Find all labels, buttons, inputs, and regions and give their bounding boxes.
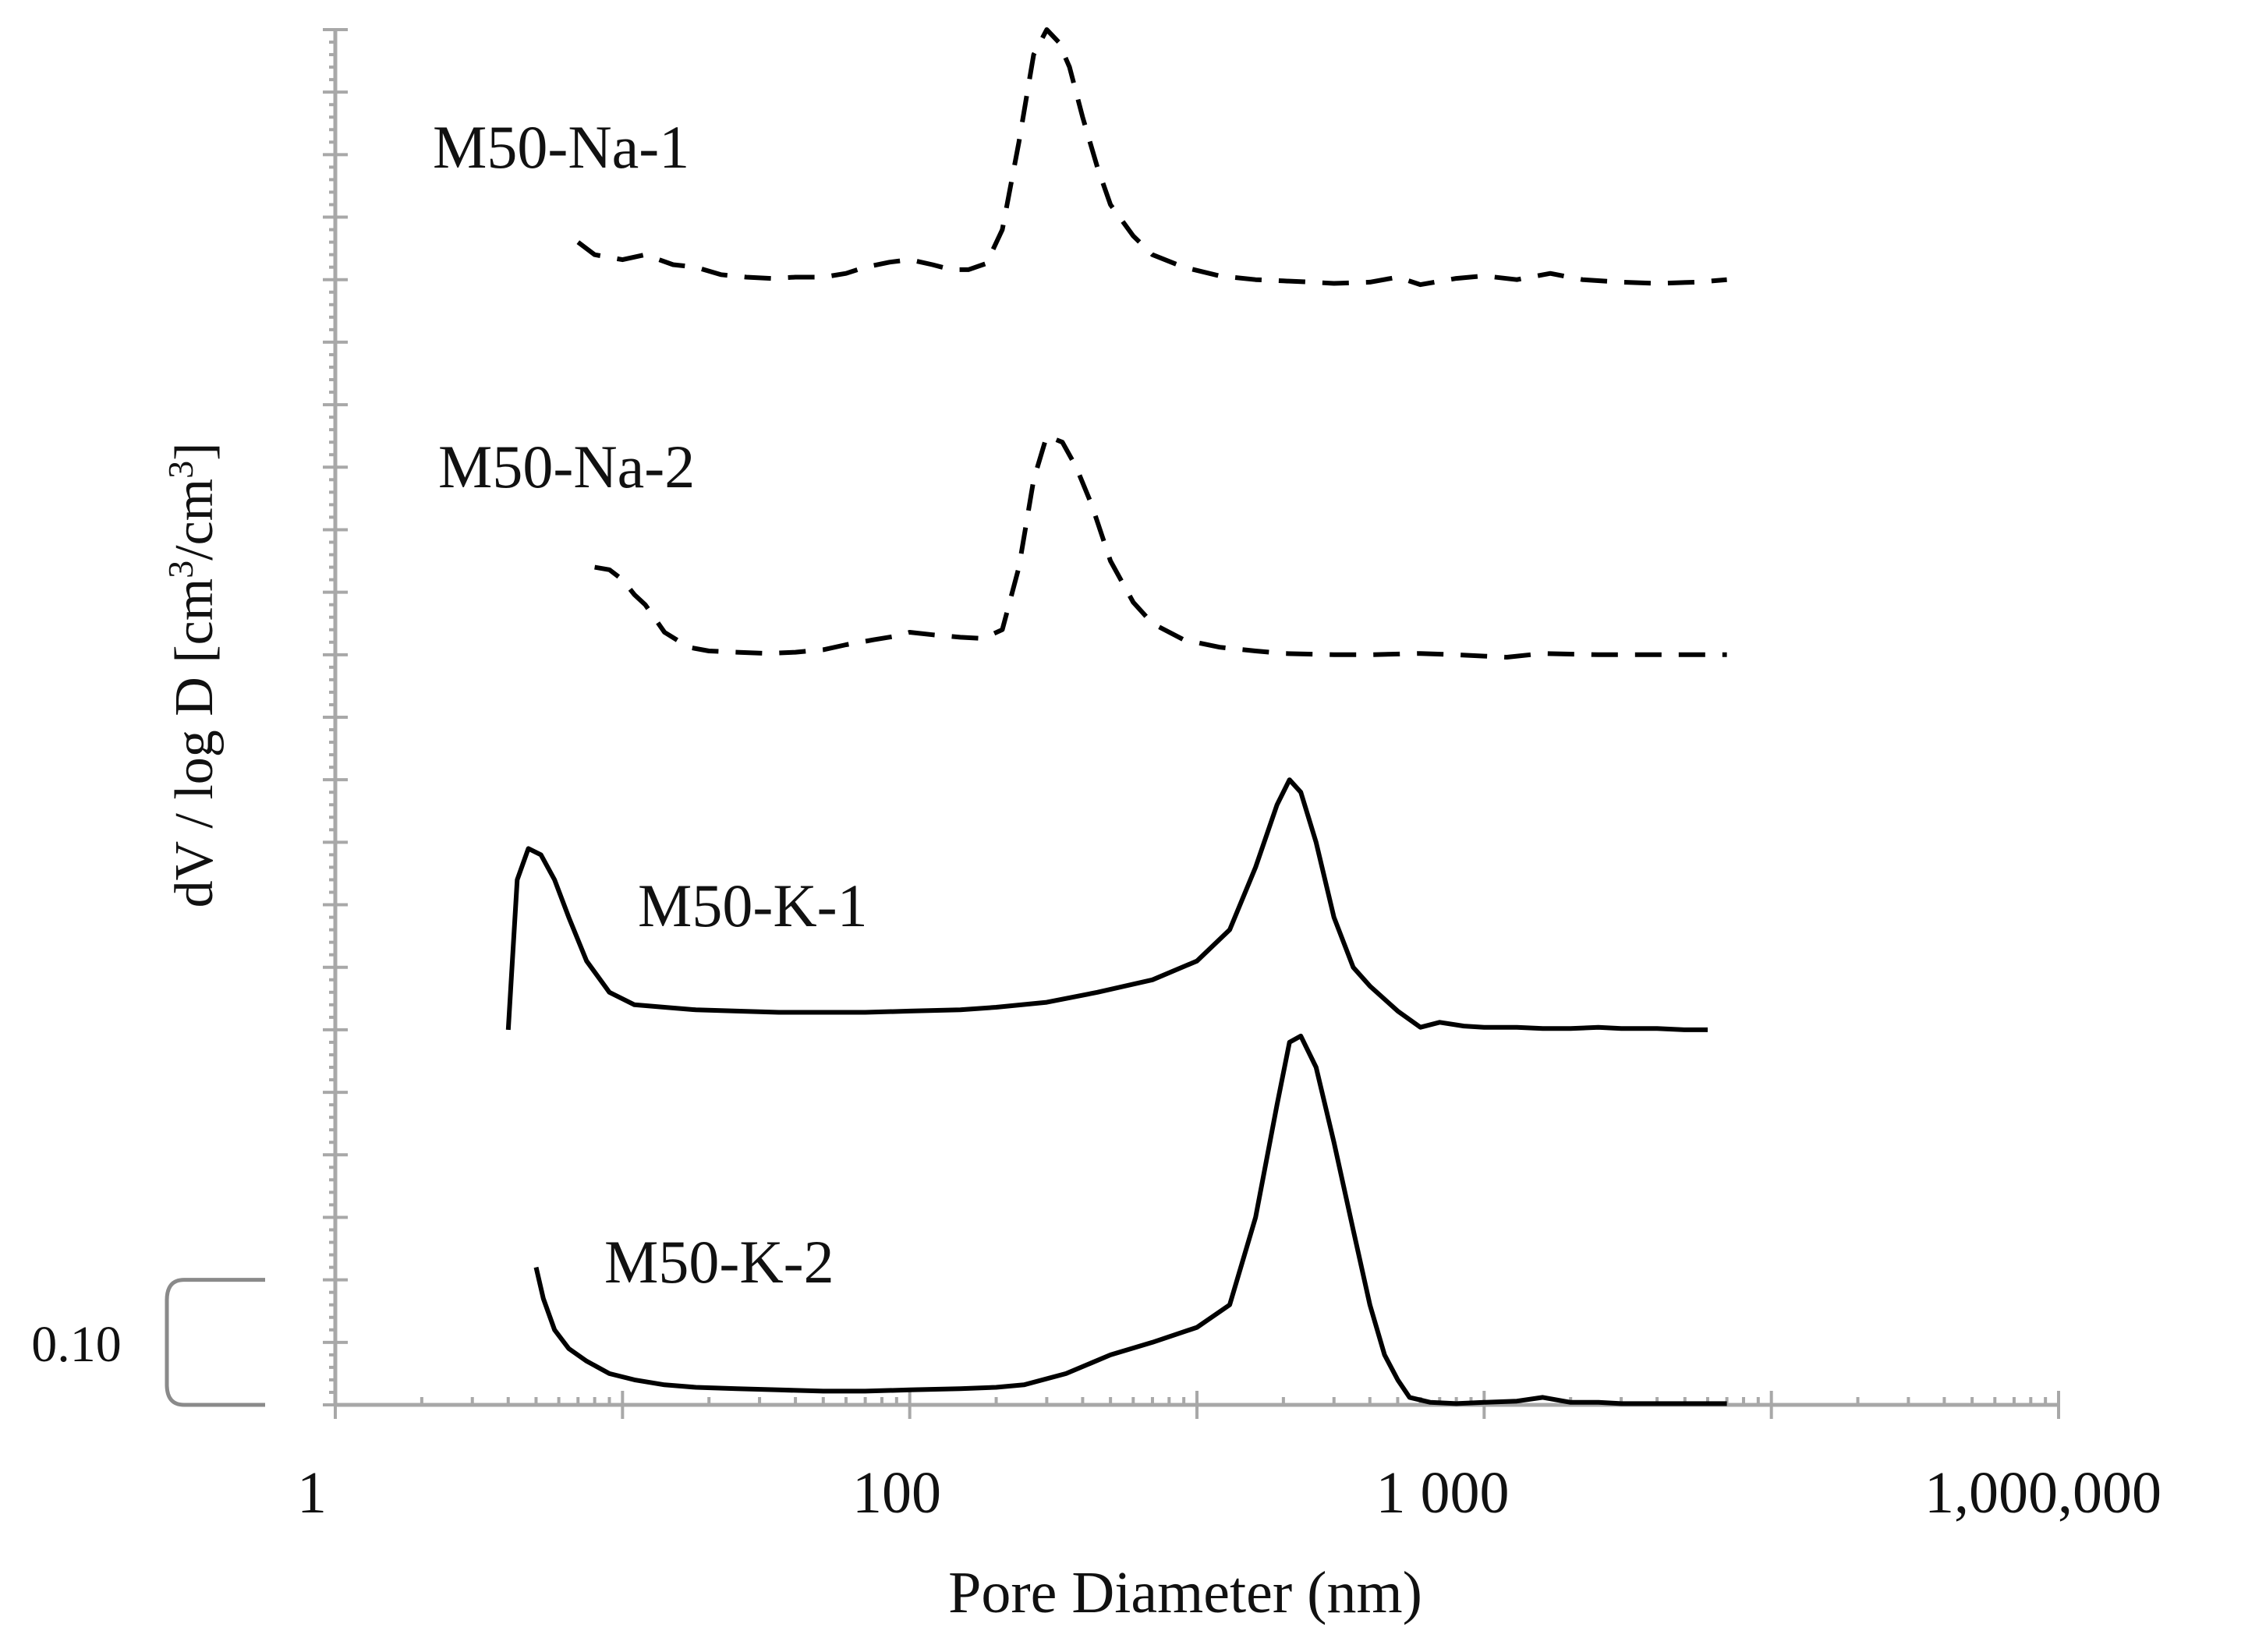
y-axis-ticks	[323, 28, 348, 1406]
y-axis-title-superscript-1: 3	[161, 561, 200, 578]
y-axis-title-part-1: dV / log D [cm	[165, 578, 225, 908]
x-tick-label: 100	[852, 1460, 941, 1526]
x-axis: 1 100 1 000 1,000,000	[297, 1391, 2162, 1526]
y-axis-title: dV / log D [cm3/cm3]	[161, 443, 225, 908]
series-line-m50-k-1	[505, 777, 1708, 1032]
y-axis-title-part-3: ]	[165, 443, 225, 461]
scale-bar: 0.10	[31, 1278, 265, 1407]
x-tick-label: 1,000,000	[1924, 1460, 2162, 1526]
series-line-m50-na-2	[594, 433, 1727, 660]
x-tick-label: 1	[297, 1460, 327, 1526]
scale-bar-bracket	[165, 1278, 265, 1407]
series-label-m50-k-1: M50-K-1	[638, 872, 868, 939]
x-tick-label: 1 000	[1376, 1460, 1510, 1526]
scale-bar-label: 0.10	[31, 1316, 122, 1373]
y-axis-title-part-2: /cm	[165, 479, 225, 561]
y-axis	[323, 28, 348, 1406]
series-label-m50-na-2: M50-Na-2	[438, 433, 695, 501]
series-label-m50-na-1: M50-Na-1	[433, 113, 689, 181]
series-curves	[505, 27, 1727, 1406]
series-label-m50-k-2: M50-K-2	[604, 1228, 834, 1296]
series-labels: M50-Na-1 M50-Na-2 M50-K-1 M50-K-2	[433, 113, 868, 1296]
y-axis-title-superscript-2: 3	[161, 461, 200, 479]
x-axis-tick-labels: 1 100 1 000 1,000,000	[297, 1460, 2162, 1526]
series-line-m50-k-2	[533, 1033, 1727, 1406]
x-axis-title: Pore Diameter (nm)	[948, 1560, 1422, 1625]
series-line-m50-na-1	[576, 27, 1727, 288]
